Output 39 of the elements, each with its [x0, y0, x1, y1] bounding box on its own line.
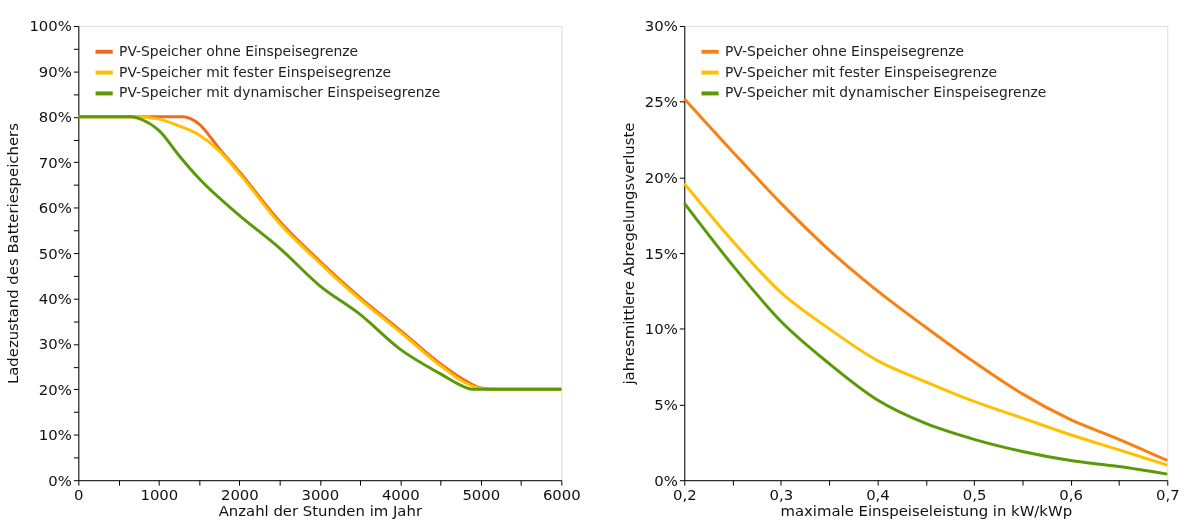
x-tick-label: 0,4 — [866, 485, 890, 504]
y-tick-label: 90% — [38, 62, 72, 81]
legend-label: PV-Speicher mit fester Einspeisegrenze — [724, 63, 998, 80]
x-tick-label: 0,6 — [1059, 485, 1083, 504]
y-tick-label: 70% — [38, 153, 72, 172]
legend-label: PV-Speicher mit dynamischer Einspeisegrenze — [119, 84, 441, 101]
y-tick-label: 15% — [644, 244, 678, 263]
y-tick-label: 10% — [644, 320, 678, 339]
x-tick-label: 0,3 — [769, 485, 794, 504]
y-tick-label: 100% — [29, 17, 72, 36]
x-tick-label: 5000 — [462, 485, 501, 504]
legend-label: PV-Speicher mit dynamischer Einspeisegrenze — [724, 84, 1047, 101]
y-tick-label: 10% — [38, 426, 72, 445]
x-axis-title: Anzahl der Stunden im Jahr — [218, 502, 423, 521]
legend-label: PV-Speicher ohne Einspeisegrenze — [119, 42, 359, 59]
x-tick-label: 1000 — [140, 485, 179, 504]
x-tick-label: 6000 — [542, 485, 581, 504]
y-tick-label: 20% — [644, 168, 678, 187]
y-tick-label: 40% — [38, 289, 72, 308]
legend-label: PV-Speicher ohne Einspeisegrenze — [724, 42, 965, 59]
x-axis-title: maximale Einspeiseleistung in kW/kWp — [780, 502, 1073, 521]
y-tick-label: 80% — [38, 108, 72, 127]
y-tick-label: 30% — [38, 335, 72, 354]
y-axis-title: jahresmittlere Abregelungsverluste — [619, 122, 638, 386]
y-tick-label: 60% — [38, 199, 72, 218]
y-tick-label: 25% — [644, 93, 678, 112]
legend-label: PV-Speicher mit fester Einspeisegrenze — [119, 63, 392, 80]
x-tick-label: 0,7 — [1155, 485, 1180, 504]
x-tick-label: 4000 — [381, 485, 420, 504]
y-tick-label: 5% — [654, 395, 678, 414]
y-tick-label: 30% — [644, 17, 678, 36]
y-tick-label: 0% — [48, 471, 72, 490]
y-tick-label: 20% — [38, 380, 72, 399]
x-tick-label: 3000 — [301, 485, 340, 504]
y-tick-label: 50% — [38, 244, 72, 263]
x-tick-label: 0,5 — [962, 485, 987, 504]
x-tick-label: 2000 — [220, 485, 259, 504]
x-tick-label: 0 — [74, 485, 84, 504]
y-axis-title: Ladezustand des Batteriespeichers — [4, 122, 23, 385]
